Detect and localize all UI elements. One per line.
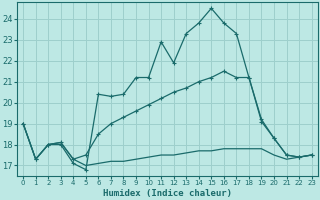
X-axis label: Humidex (Indice chaleur): Humidex (Indice chaleur) <box>103 189 232 198</box>
